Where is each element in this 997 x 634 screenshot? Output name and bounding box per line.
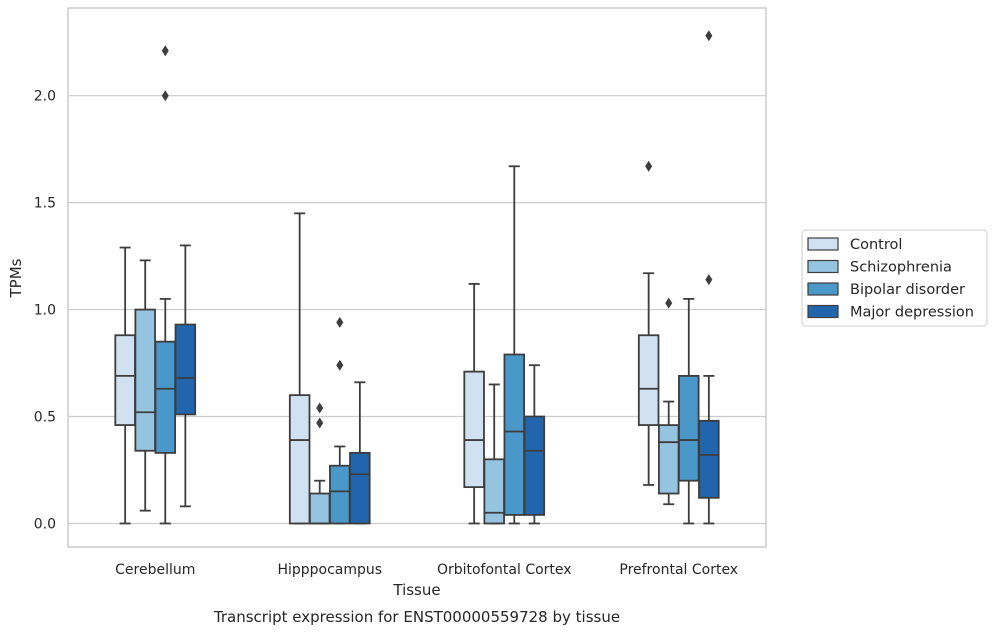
- y-tick-label: 1.5: [34, 196, 56, 212]
- legend-label: Bipolar disorder: [850, 282, 965, 298]
- box-control: [114, 246, 136, 525]
- iqr-box: [349, 451, 371, 525]
- iqr-box: [134, 308, 156, 452]
- iqr-box: [308, 492, 331, 525]
- iqr-box: [114, 334, 136, 426]
- legend-swatch: [807, 237, 839, 251]
- x-tick-label: Prefrontal Cortex: [619, 562, 738, 578]
- y-tick-label: 1.0: [34, 303, 56, 319]
- outlier-point: [705, 30, 713, 42]
- outlier-point: [665, 297, 673, 309]
- y-tick-label: 0.5: [34, 410, 56, 426]
- y-axis-title: TPMs: [7, 258, 25, 298]
- iqr-box: [154, 340, 177, 454]
- outlier-point: [645, 160, 653, 172]
- iqr-box: [329, 464, 351, 525]
- legend-swatch: [807, 259, 839, 274]
- legend-frame: [801, 229, 988, 327]
- y-tick-label: 0.0: [34, 516, 56, 532]
- plot-area: [68, 8, 766, 547]
- iqr-box: [503, 353, 526, 516]
- y-tick-labels: 0.0 0.5 1.0 1.5 2.0: [34, 89, 56, 533]
- box-major-depression: [698, 30, 720, 525]
- x-axis-title: Tissue: [392, 581, 440, 599]
- iqr-box: [657, 424, 680, 495]
- boxes: [114, 30, 720, 525]
- y-tick-label: 2.0: [34, 89, 56, 105]
- box-control: [463, 283, 485, 525]
- iqr-box: [678, 374, 700, 482]
- iqr-box: [637, 334, 660, 426]
- outlier-point: [316, 402, 324, 414]
- x-tick-label: Orbitofontal Cortex: [437, 562, 572, 578]
- iqr-box: [463, 370, 485, 489]
- outlier-point: [161, 45, 169, 57]
- x-tick-label: Cerebellum: [115, 562, 195, 578]
- box-major-depression: [174, 244, 197, 508]
- legend-swatch: [807, 304, 839, 319]
- chart-caption: Transcript expression for ENST0000055972…: [213, 608, 620, 626]
- legend-label: Major depression: [850, 305, 974, 321]
- outlier-point: [705, 274, 713, 286]
- outlier-point: [336, 359, 344, 371]
- iqr-box: [698, 419, 720, 499]
- plot-frame: [67, 7, 767, 548]
- box-bipolar-disorder: [678, 297, 700, 525]
- legend-label: Schizophrenia: [850, 260, 952, 276]
- x-tick-labels: Cerebellum Hipppocampus Orbitofontal Corte…: [115, 562, 738, 578]
- outlier-point: [161, 90, 169, 102]
- outlier-point: [336, 316, 344, 328]
- legend-swatch: [807, 282, 839, 296]
- iqr-box: [174, 323, 197, 416]
- iqr-box: [288, 394, 311, 525]
- box-control: [288, 212, 311, 525]
- box-major-depression: [349, 381, 371, 525]
- iqr-box: [523, 415, 546, 516]
- grid-lines: [68, 95, 766, 525]
- box-bipolar-disorder: [503, 165, 526, 525]
- legend: Control Schizophrenia Bipolar disorder Majo…: [801, 229, 988, 327]
- iqr-box: [483, 458, 505, 525]
- outlier-point: [316, 417, 324, 429]
- legend-label: Control: [850, 237, 902, 253]
- box-control: [637, 160, 660, 486]
- x-tick-label: Hipppocampus: [277, 562, 382, 578]
- box-major-depression: [523, 364, 546, 525]
